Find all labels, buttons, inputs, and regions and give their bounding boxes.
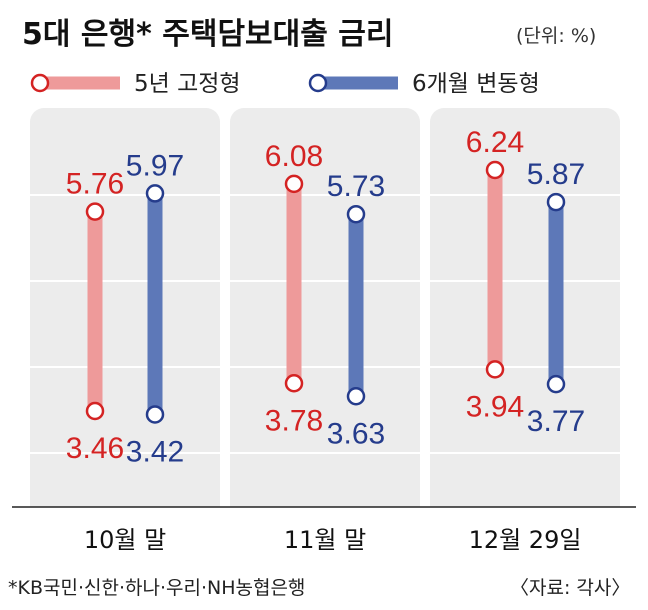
- panel-base-2: [230, 487, 420, 507]
- fixed-max-label-3: 6.24: [466, 126, 524, 159]
- fixed-max-label-1: 5.76: [66, 168, 124, 201]
- variable-max-label-2: 5.73: [327, 170, 385, 203]
- source-note: 〈자료: 각사〉: [510, 577, 630, 599]
- fixed-3-min-point: [485, 360, 505, 379]
- variable-min-label-1: 3.42: [126, 435, 184, 468]
- legend-fixed-label: 5년 고정형: [134, 71, 241, 97]
- panel-1: [30, 108, 220, 507]
- category-labels: 10월 말 11월 말 12월 29일: [84, 526, 582, 554]
- fixed-2-max-point: [284, 174, 304, 194]
- footer: *KB국민·신한·하나·우리·NH농협은행 〈자료: 각사〉: [8, 577, 630, 599]
- legend: 5년 고정형 6개월 변동형: [30, 71, 540, 97]
- fixed-min-label-3: 3.94: [466, 390, 524, 423]
- unit-label: (단위: %): [516, 25, 596, 47]
- variable-2-min-point: [346, 387, 366, 406]
- variable-2-max-point: [346, 204, 366, 224]
- panel-base-3: [430, 487, 620, 507]
- gridlines: [30, 194, 620, 454]
- legend-variable-marker: [308, 73, 328, 93]
- panel-3: [430, 108, 620, 507]
- legend-variable-label: 6개월 변동형: [412, 71, 540, 97]
- variable-min-label-3: 3.77: [527, 405, 585, 438]
- fixed-3-max-point: [485, 160, 505, 180]
- variable-1-min-point: [145, 405, 165, 424]
- fixed-max-label-2: 6.08: [265, 140, 323, 173]
- range-marks: [85, 160, 566, 424]
- variable-3-max-point: [546, 192, 566, 212]
- panels: [30, 108, 620, 507]
- value-labels: 5.76 3.46 5.97 3.42 6.08 3.78 5.73 3.63 6.24 3.94…: [66, 126, 585, 468]
- panel-base-1: [30, 487, 220, 507]
- variable-1-max-point: [145, 184, 165, 203]
- category-label-1: 10월 말: [84, 526, 166, 554]
- footnote: *KB국민·신한·하나·우리·NH농협은행: [8, 577, 305, 599]
- panel-2: [230, 108, 420, 507]
- fixed-1-min-point: [85, 401, 105, 421]
- category-label-3: 12월 29일: [469, 526, 582, 554]
- fixed-min-label-1: 3.46: [66, 432, 124, 465]
- variable-min-label-2: 3.63: [327, 417, 385, 450]
- variable-3-min-point: [546, 374, 566, 394]
- category-label-2: 11월 말: [284, 526, 366, 554]
- variable-max-label-1: 5.97: [126, 149, 184, 182]
- variable-max-label-3: 5.87: [527, 158, 585, 191]
- chart-title: 5대 은행* 주택담보대출 금리: [22, 17, 394, 52]
- fixed-2-min-point: [284, 374, 304, 393]
- fixed-min-label-2: 3.78: [265, 404, 323, 437]
- legend-fixed-marker: [30, 73, 50, 93]
- fixed-1-max-point: [85, 202, 105, 221]
